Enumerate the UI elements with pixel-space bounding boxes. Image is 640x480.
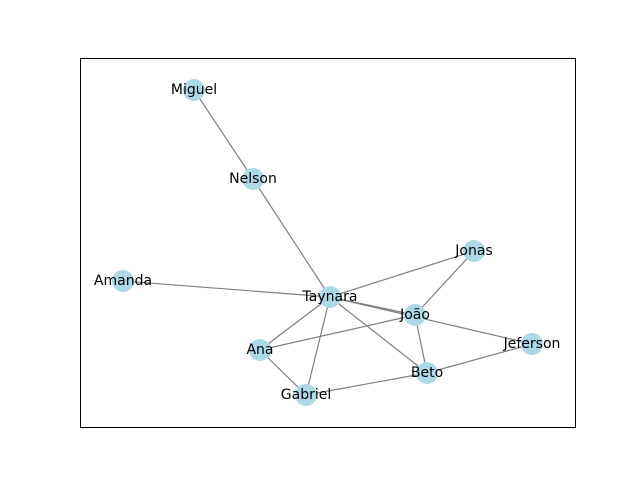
edge-joao-ana [259, 314, 416, 351]
node-label: Ana [246, 342, 273, 358]
node-joao: João [399, 304, 430, 326]
node-label: Miguel [171, 82, 217, 98]
nodes-layer: Miguel Nelson Jonas Amanda Taynara João Ana Jef… [94, 79, 560, 406]
node-amanda: Amanda [94, 270, 152, 292]
node-label: João [399, 307, 430, 323]
plot-frame [80, 58, 576, 428]
edge-taynara-gabriel [305, 296, 331, 396]
node-marker [319, 286, 341, 308]
edge-jonas-joao [414, 250, 475, 316]
edge-beto-jeferson [426, 343, 533, 374]
edge-taynara-jeferson [329, 296, 533, 345]
node-ana: Ana [246, 339, 274, 361]
node-miguel: Miguel [171, 79, 217, 101]
node-marker [416, 362, 438, 384]
node-marker [249, 339, 271, 361]
node-marker [521, 333, 543, 355]
edge-taynara-ana [259, 296, 331, 351]
node-jonas: Jonas [454, 240, 493, 262]
node-taynara: Taynara [302, 286, 358, 308]
node-jeferson: Jeferson [503, 333, 561, 355]
node-gabriel: Gabriel [281, 384, 331, 406]
node-label: Taynara [302, 289, 358, 305]
node-marker [404, 304, 426, 326]
edge-miguel-nelson [193, 89, 254, 180]
node-marker [112, 270, 134, 292]
node-beto: Beto [411, 362, 443, 384]
node-marker [183, 79, 205, 101]
edge-taynara-jonas [329, 250, 475, 298]
node-label: Nelson [229, 171, 277, 187]
node-nelson: Nelson [229, 168, 277, 190]
node-label: Amanda [94, 273, 152, 289]
node-label: Jeferson [503, 336, 561, 352]
edge-gabriel-beto [305, 372, 428, 396]
edge-taynara-beto [329, 296, 428, 374]
edge-nelson-taynara [252, 178, 331, 298]
node-marker [463, 240, 485, 262]
edge-amanda-taynara [122, 280, 331, 298]
node-label: Beto [411, 365, 443, 381]
node-label: Jonas [454, 243, 492, 259]
node-marker [295, 384, 317, 406]
node-marker [242, 168, 264, 190]
node-label: Gabriel [281, 387, 331, 403]
